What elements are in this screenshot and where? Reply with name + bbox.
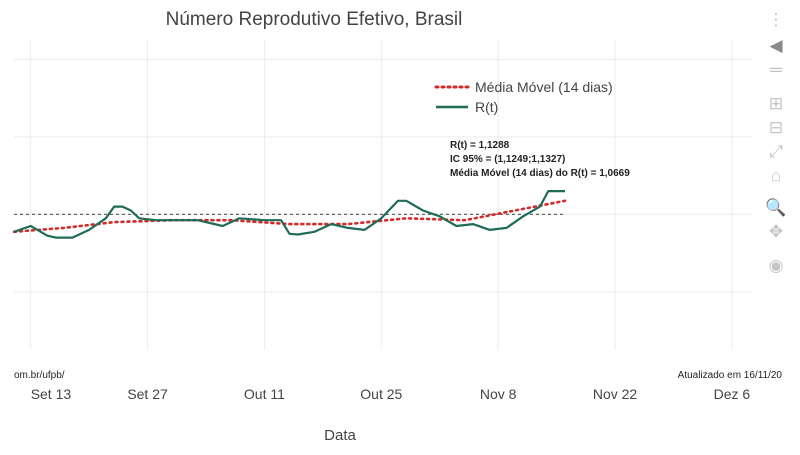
legend-label-moving-average[interactable]: Média Móvel (14 dias) [475, 79, 613, 95]
reset-axes-icon[interactable]: ⌂ [770, 165, 782, 185]
x-axis-label: Data [324, 427, 356, 444]
grid-layer [14, 40, 752, 350]
pan-icon[interactable]: ✥ [768, 221, 784, 241]
hover-compare-icon[interactable]: ═ [769, 59, 783, 79]
camera-icon[interactable]: ◉ [768, 255, 784, 275]
annotation-ci: IC 95% = (1,1249;1,1327) [450, 154, 565, 165]
series-layer [12, 190, 567, 239]
zoom-in-icon[interactable]: ⊞ [768, 93, 784, 113]
x-tick-label: Nov 8 [480, 386, 517, 402]
x-tick-label: Out 25 [360, 386, 402, 402]
x-tick-label: Out 11 [244, 386, 285, 402]
updated-text: Atualizado em 16/11/20 [678, 370, 783, 381]
annotation: R(t) = 1,1288 IC 95% = (1,1249;1,1327) M… [450, 140, 630, 179]
x-tick-layer: Set 13 Set 27 Out 11 Out 25 Nov 8 Nov 22 Dez 6 [31, 386, 751, 402]
legend-label-rt[interactable]: R(t) [475, 99, 498, 115]
modebar: ⋮ ◀ ═ ⊞ ⊟ ⤢ ⌂ 🔍 ✥ ◉ [762, 8, 790, 278]
series-rt-line [13, 190, 565, 239]
x-tick-label: Dez 6 [714, 386, 751, 402]
autoscale-icon[interactable]: ⤢ [769, 141, 783, 161]
chart-title: Número Reprodutivo Efetivo, Brasil [166, 9, 463, 30]
hover-closest-icon[interactable]: ◀ [769, 35, 783, 55]
spike-lines-icon[interactable]: ⋮ [767, 9, 785, 29]
x-tick-label: Set 13 [31, 386, 72, 402]
legend[interactable]: Média Móvel (14 dias) R(t) [434, 79, 613, 115]
annotation-moving-average: Média Móvel (14 dias) do R(t) = 1,0669 [450, 168, 630, 179]
annotation-rt: R(t) = 1,1288 [450, 140, 510, 151]
x-tick-label: Nov 22 [593, 386, 638, 402]
source-text: om.br/ufpb/ [14, 370, 65, 381]
x-tick-label: Set 27 [127, 386, 168, 402]
zoom-icon[interactable]: 🔍 [765, 197, 787, 217]
zoom-out-icon[interactable]: ⊟ [768, 117, 784, 137]
